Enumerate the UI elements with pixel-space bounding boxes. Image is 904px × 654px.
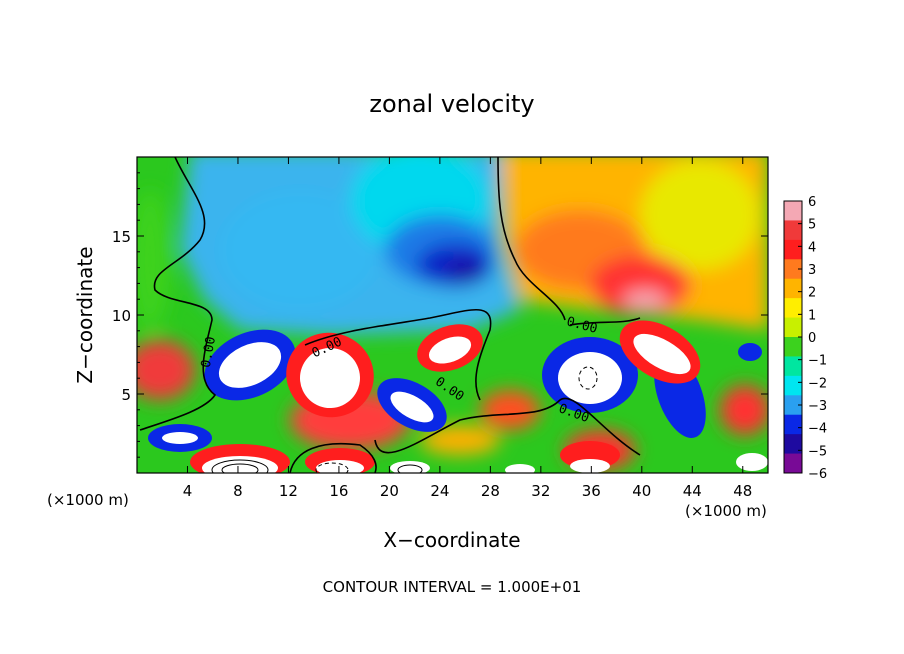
colorbar-swatch: [784, 201, 802, 221]
colorbar-swatch: [784, 395, 802, 416]
x-tick-label: 40: [632, 482, 651, 500]
x-tick-label: 20: [380, 482, 399, 500]
contour-label: 0.00: [199, 336, 219, 369]
colorbar-swatch: [784, 239, 802, 260]
colorbar-tick-label: 1: [808, 308, 816, 323]
colorbar-tick-label: −4: [808, 422, 827, 437]
x-tick-label: 24: [430, 482, 449, 500]
colorbar-tick-label: −5: [808, 444, 827, 459]
y-tick-label: 15: [112, 228, 131, 246]
x-tick-label: 16: [329, 482, 348, 500]
colorbar-tick-label: 3: [808, 263, 816, 278]
colorbar-swatch: [784, 375, 802, 396]
colorbar-swatch: [784, 259, 802, 280]
x-tick-label: 12: [279, 482, 298, 500]
x-unit-left: (×1000 m): [47, 491, 129, 509]
x-tick-label: 32: [531, 482, 550, 500]
chart-title: zonal velocity: [369, 90, 534, 118]
colorbar-tick-label: 5: [808, 218, 816, 233]
colorbar: 6 5 4 3 2 1 0 −1 −2 −3 −4 −5 −6: [783, 195, 827, 482]
colorbar-tick-label: 4: [808, 240, 816, 255]
x-unit-right: (×1000 m): [685, 502, 767, 520]
colorbar-tick-label: −3: [808, 399, 827, 414]
colorbar-swatch: [784, 317, 802, 338]
y-tick-label: 10: [112, 307, 131, 325]
x-axis-label: X−coordinate: [383, 528, 520, 552]
colorbar-tick-label: −2: [808, 376, 827, 391]
x-tick-label: 44: [683, 482, 702, 500]
colorbar-swatch: [784, 220, 802, 241]
colorbar-swatch: [784, 337, 802, 357]
y-axis-label: Z−coordinate: [73, 246, 97, 383]
heatmap-field: 0.00 0.00 0.00 0.00 0.00: [137, 157, 768, 473]
x-tick-label: 8: [233, 482, 243, 500]
y-axis: 5 10 15: [112, 172, 768, 458]
contour-lines: [139, 157, 641, 473]
colorbar-tick-label: −1: [808, 354, 827, 369]
colorbar-tick-label: −6: [808, 467, 827, 482]
contour-interval-note: CONTOUR INTERVAL = 1.000E+01: [323, 578, 582, 596]
colorbar-swatch: [784, 414, 802, 435]
x-tick-label: 48: [733, 482, 752, 500]
dashed-contours: [211, 366, 598, 473]
x-tick-label: 28: [481, 482, 500, 500]
x-axis: 4 8 12 16 20 24 28 32 36 40 44 48: [183, 157, 752, 500]
colorbar-swatch: [784, 434, 802, 455]
x-tick-label: 4: [183, 482, 193, 500]
colorbar-swatch: [784, 298, 802, 319]
y-tick-label: 5: [121, 386, 131, 404]
colorbar-tick-label: 0: [808, 331, 816, 346]
colorbar-tick-label: 6: [808, 195, 816, 210]
colorbar-swatch: [784, 278, 802, 299]
colorbar-swatch: [784, 453, 802, 474]
colorbar-swatch: [784, 356, 802, 377]
colorbar-tick-label: 2: [808, 286, 816, 301]
x-tick-label: 36: [582, 482, 601, 500]
